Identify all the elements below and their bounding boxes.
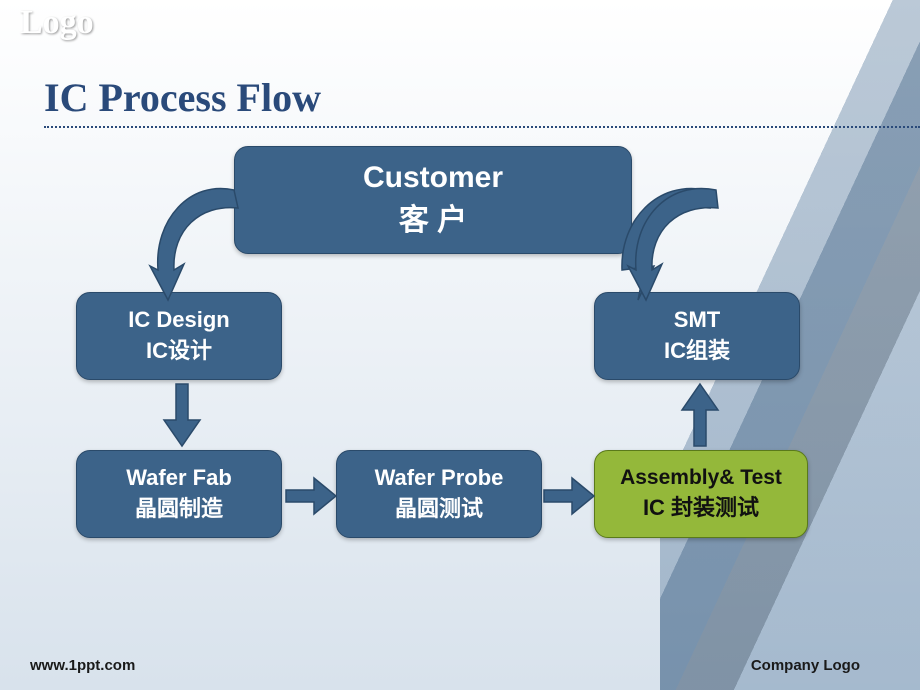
node-customer-label-en: Customer xyxy=(363,161,503,195)
arrow-icdesign-to-waferfab xyxy=(162,384,202,446)
arrow-smt-to-customer-fix xyxy=(628,178,758,308)
node-assembly-test-label-en: Assembly& Test xyxy=(620,466,782,490)
node-assembly-test: Assembly& Test IC 封装测试 xyxy=(594,450,808,538)
footer-company: Company Logo xyxy=(751,657,860,674)
node-ic-design-label-en: IC Design xyxy=(128,307,229,333)
node-wafer-probe-label-zh: 晶圆测试 xyxy=(395,491,483,523)
arrow-waferprobe-to-assembly xyxy=(544,476,594,516)
node-wafer-fab-label-zh: 晶圆制造 xyxy=(135,491,223,523)
node-wafer-probe: Wafer Probe 晶圆测试 xyxy=(336,450,542,538)
node-wafer-fab: Wafer Fab 晶圆制造 xyxy=(76,450,282,538)
node-wafer-fab-label-en: Wafer Fab xyxy=(126,465,232,491)
node-wafer-probe-label-en: Wafer Probe xyxy=(375,465,504,491)
flowchart-canvas: Customer 客 户 IC Design IC设计 SMT IC组装 Waf… xyxy=(0,0,920,690)
node-customer-label-zh: 客 户 xyxy=(399,195,467,239)
arrow-waferfab-to-waferprobe xyxy=(286,476,336,516)
slide: Logo IC Process Flow Customer 客 户 IC Des… xyxy=(0,0,920,690)
arrow-customer-to-icdesign xyxy=(150,180,270,310)
node-smt-label-zh: IC组装 xyxy=(664,333,730,365)
node-smt-label-en: SMT xyxy=(674,307,720,333)
node-assembly-test-label-zh: IC 封装测试 xyxy=(643,490,759,522)
node-customer: Customer 客 户 xyxy=(234,146,632,254)
footer-url: www.1ppt.com xyxy=(30,657,135,674)
node-ic-design-label-zh: IC设计 xyxy=(146,333,212,365)
arrow-assembly-to-smt xyxy=(680,384,720,446)
